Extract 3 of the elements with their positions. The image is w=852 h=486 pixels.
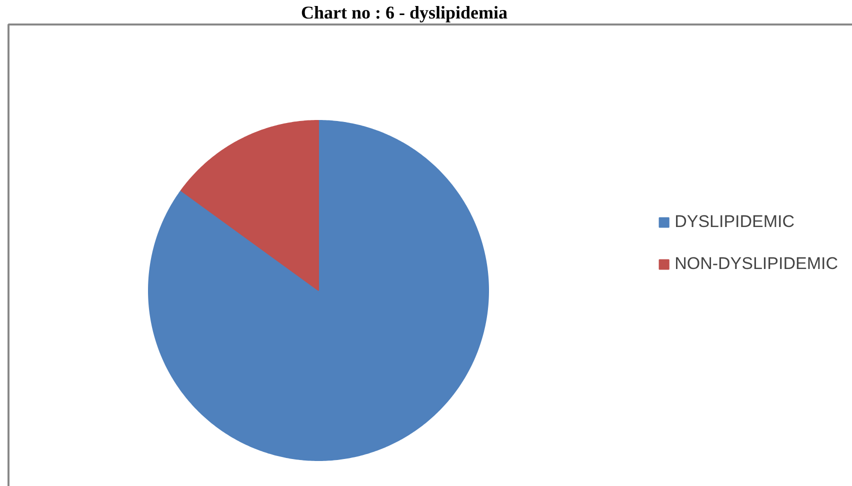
chart-title: Chart no : 6 - dyslipidemia xyxy=(300,2,508,22)
legend-label: DYSLIPIDEMIC xyxy=(674,212,795,232)
legend-label: NON-DYSLIPIDEMIC xyxy=(674,254,838,274)
